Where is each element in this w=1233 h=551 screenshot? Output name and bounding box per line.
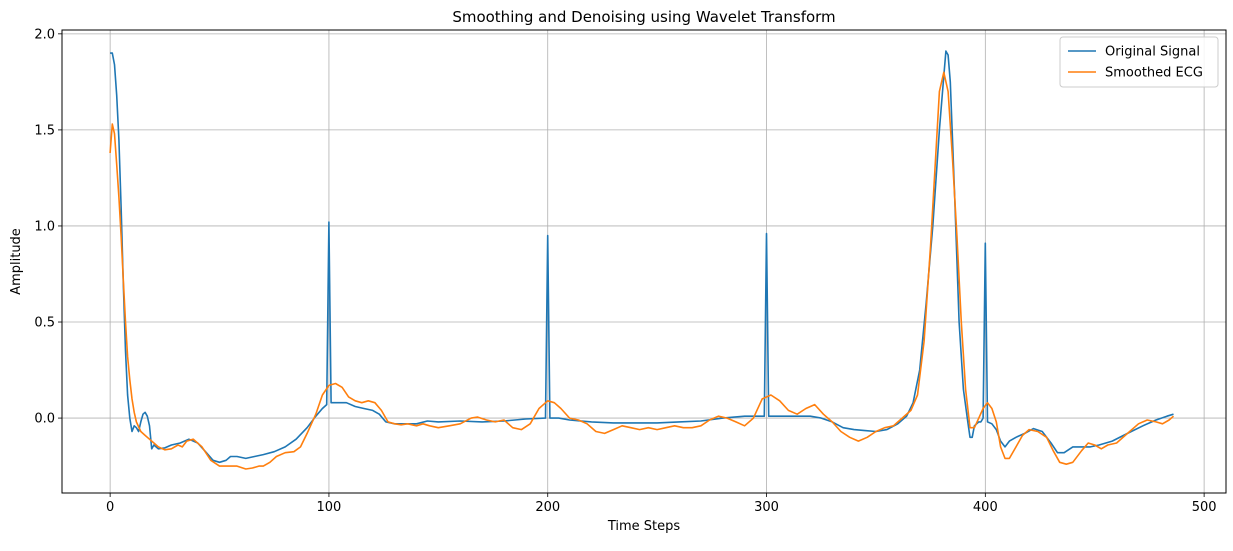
x-axis-label: Time Steps [607,519,681,534]
x-tick-label: 400 [973,500,998,515]
legend-box [1059,36,1219,88]
plot-frame [61,29,1227,494]
legend: Original Signal Smoothed ECG [1059,36,1219,88]
legend-label: Smoothed ECG [1105,66,1203,81]
y-tick-label: 1.0 [34,219,55,234]
series-line-smoothed-ecg [109,71,1175,470]
y-axis-label: Amplitude [9,228,24,295]
legend-label: Original Signal [1105,45,1200,60]
chart-title: Smoothing and Denoising using Wavelet Tr… [452,8,835,26]
y-tick-label: 0.0 [34,412,55,427]
series-lines [109,50,1175,470]
x-tick-label: 0 [106,500,114,515]
axis-ticks: 0 100 200 300 400 500 0.0 0.5 1.0 1.5 2.0 [34,27,1216,515]
x-tick-label: 300 [754,500,779,515]
x-tick-label: 100 [317,500,342,515]
y-tick-label: 1.5 [34,123,55,138]
y-tick-label: 2.0 [34,27,55,42]
y-tick-label: 0.5 [34,316,55,331]
series-line-original-signal [110,50,1174,464]
x-tick-label: 500 [1192,500,1217,515]
x-tick-label: 200 [535,500,560,515]
